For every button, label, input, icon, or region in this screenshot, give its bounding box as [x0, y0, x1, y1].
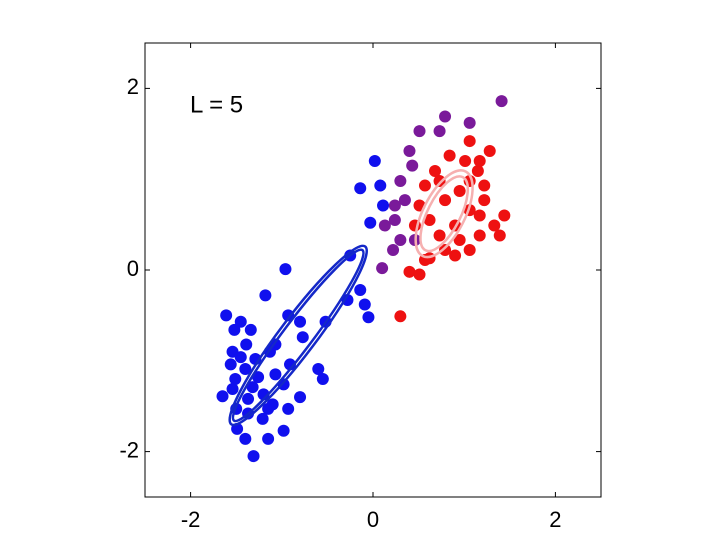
point [403, 145, 416, 158]
point [262, 432, 275, 445]
point [256, 412, 269, 425]
plot-area [144, 42, 602, 498]
x-tick-label: -2 [181, 507, 201, 532]
point [433, 125, 446, 138]
point [483, 145, 496, 158]
y-tick-label: 2 [127, 74, 139, 99]
point [294, 391, 307, 404]
point [439, 110, 452, 123]
point [459, 155, 472, 168]
x-tick-label: 0 [367, 507, 379, 532]
point [413, 125, 426, 138]
point [362, 311, 375, 324]
point [269, 368, 282, 381]
point [378, 219, 391, 232]
ellipse [228, 244, 368, 427]
point [473, 209, 486, 222]
point [316, 372, 329, 385]
point [239, 432, 252, 445]
point [398, 194, 411, 207]
point [473, 155, 486, 168]
point [429, 165, 442, 178]
point [443, 149, 456, 162]
point [433, 229, 446, 242]
point [453, 185, 466, 198]
point [282, 402, 295, 415]
ellipse [414, 169, 474, 259]
x-tick-label: 2 [549, 507, 561, 532]
point [388, 199, 401, 212]
point [368, 155, 381, 168]
point [234, 315, 247, 328]
ellipse [231, 248, 365, 423]
point [228, 323, 241, 336]
point [471, 165, 484, 178]
point [439, 244, 452, 257]
ellipse [419, 175, 470, 253]
point [354, 283, 367, 296]
point [488, 219, 501, 232]
point [478, 194, 491, 207]
point [394, 310, 407, 323]
point [216, 390, 229, 403]
point [463, 244, 476, 257]
point [493, 229, 506, 242]
point [463, 135, 476, 148]
point [364, 216, 377, 229]
point [478, 179, 491, 192]
point [259, 289, 272, 302]
annotation: L = 5 [190, 91, 243, 118]
point [406, 159, 419, 172]
point [229, 372, 242, 385]
point [403, 265, 416, 278]
point [282, 309, 295, 322]
y-tick-label: -2 [119, 437, 139, 462]
point [439, 194, 452, 207]
point [239, 362, 252, 375]
point [387, 244, 400, 257]
point [374, 179, 387, 192]
point [463, 116, 476, 129]
point [453, 234, 466, 247]
point [418, 179, 431, 192]
point [495, 95, 508, 108]
point [266, 398, 279, 411]
point [294, 315, 307, 328]
point [220, 309, 233, 322]
point [433, 175, 446, 188]
point [234, 351, 247, 364]
y-tick-label: 0 [127, 256, 139, 281]
point [413, 268, 426, 281]
point [394, 234, 407, 247]
point [247, 450, 260, 463]
point [423, 214, 436, 227]
point [388, 214, 401, 227]
point [242, 392, 255, 405]
point [296, 331, 309, 344]
point [226, 382, 239, 395]
point [244, 323, 257, 336]
point [224, 358, 237, 371]
point [341, 293, 354, 306]
point [246, 381, 259, 394]
point [240, 338, 253, 351]
point [312, 362, 325, 375]
point [449, 249, 462, 262]
point [498, 209, 511, 222]
point [279, 263, 292, 276]
point [277, 424, 290, 437]
point [473, 229, 486, 242]
point [394, 175, 407, 188]
point [377, 199, 390, 212]
point [376, 262, 389, 275]
point [358, 298, 371, 311]
point [354, 182, 367, 195]
